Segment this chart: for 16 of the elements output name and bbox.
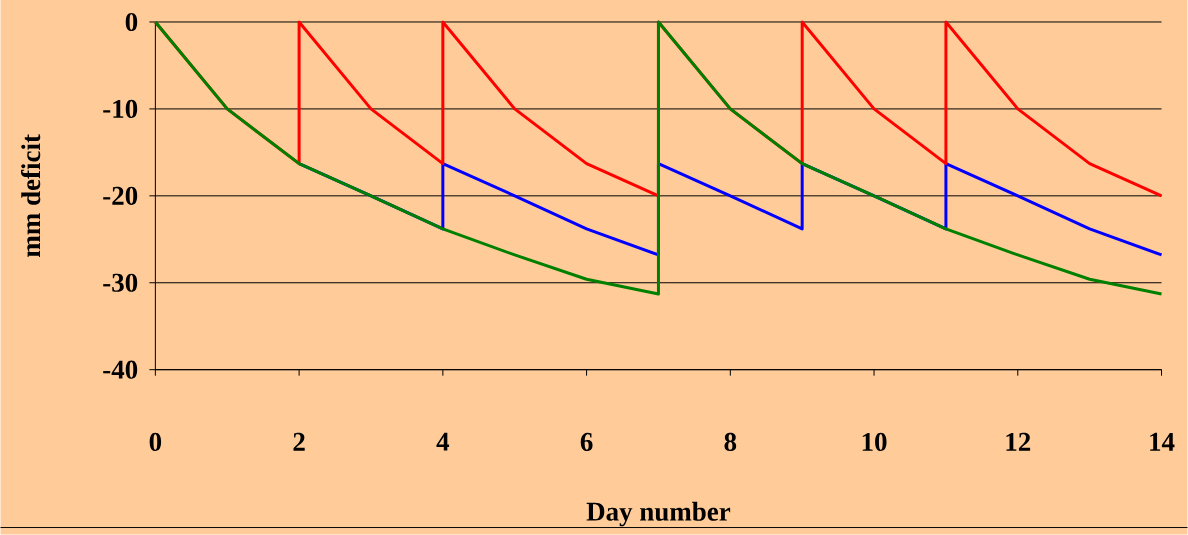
x-tick-label: 8: [724, 432, 737, 451]
y-axis-title: mm deficit: [20, 133, 41, 257]
y-tick-label: -40: [103, 360, 138, 379]
line-series: [153, 20, 1164, 296]
y-tick-label: -30: [103, 273, 138, 292]
x-tick-label: 2: [293, 432, 305, 451]
x-tick-label: 14: [1150, 432, 1175, 451]
x-tick-label: 4: [436, 432, 450, 451]
x-tick-label: 10: [862, 432, 887, 451]
y-tick-label: -10: [103, 99, 138, 118]
x-tick-label: 12: [1006, 432, 1031, 451]
y-tick-label: 0: [125, 12, 138, 31]
x-tick-label: 0: [149, 432, 162, 451]
y-tick-label: -20: [103, 186, 138, 205]
x-axis-title: Day number: [586, 501, 731, 527]
x-tick-label: 6: [580, 432, 593, 451]
